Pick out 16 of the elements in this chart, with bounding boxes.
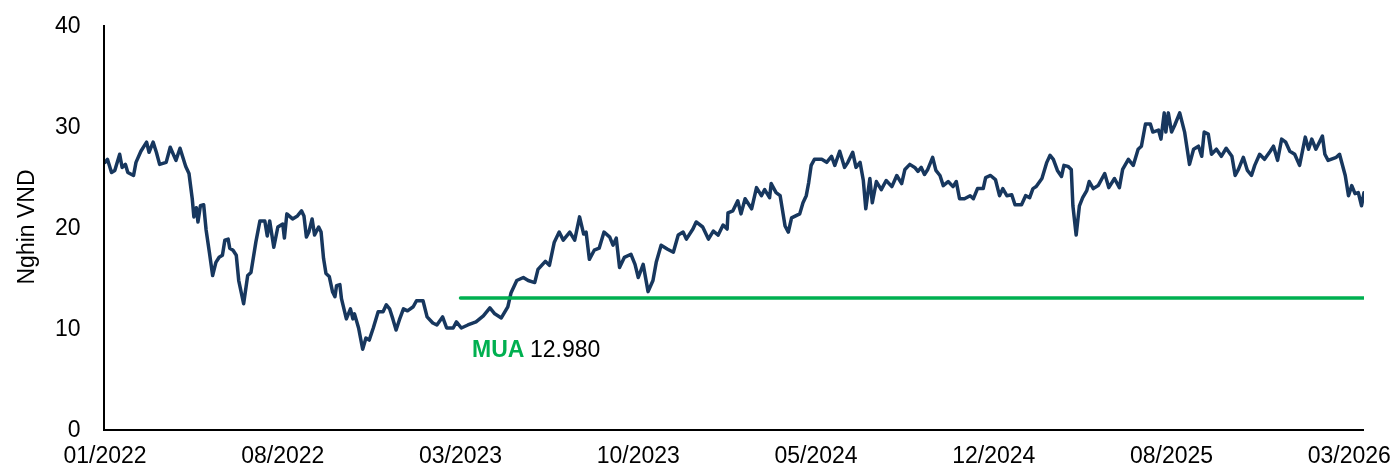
y-tick-label: 20 [55,214,81,241]
x-tick-label: 03/2023 [418,442,503,469]
y-tick-label: 10 [55,315,81,342]
y-tick-label: 40 [55,12,81,39]
annotation: 12.980 [530,336,601,362]
x-tick-label: 08/2022 [241,442,325,469]
y-axis-title: Nghin VND [13,169,40,285]
series-label: MUA [472,336,525,362]
y-tick-label: 0 [67,416,81,443]
x-tick-label: 05/2024 [774,442,858,469]
x-tick-label: 01/2022 [63,442,147,469]
y-tick-label: 30 [55,113,81,140]
x-tick-label: 03/2026 [1307,442,1391,469]
x-tick-label: 08/2025 [1129,442,1214,469]
x-tick-label: 12/2024 [952,442,1036,469]
x-tick-label: 10/2023 [596,442,680,469]
